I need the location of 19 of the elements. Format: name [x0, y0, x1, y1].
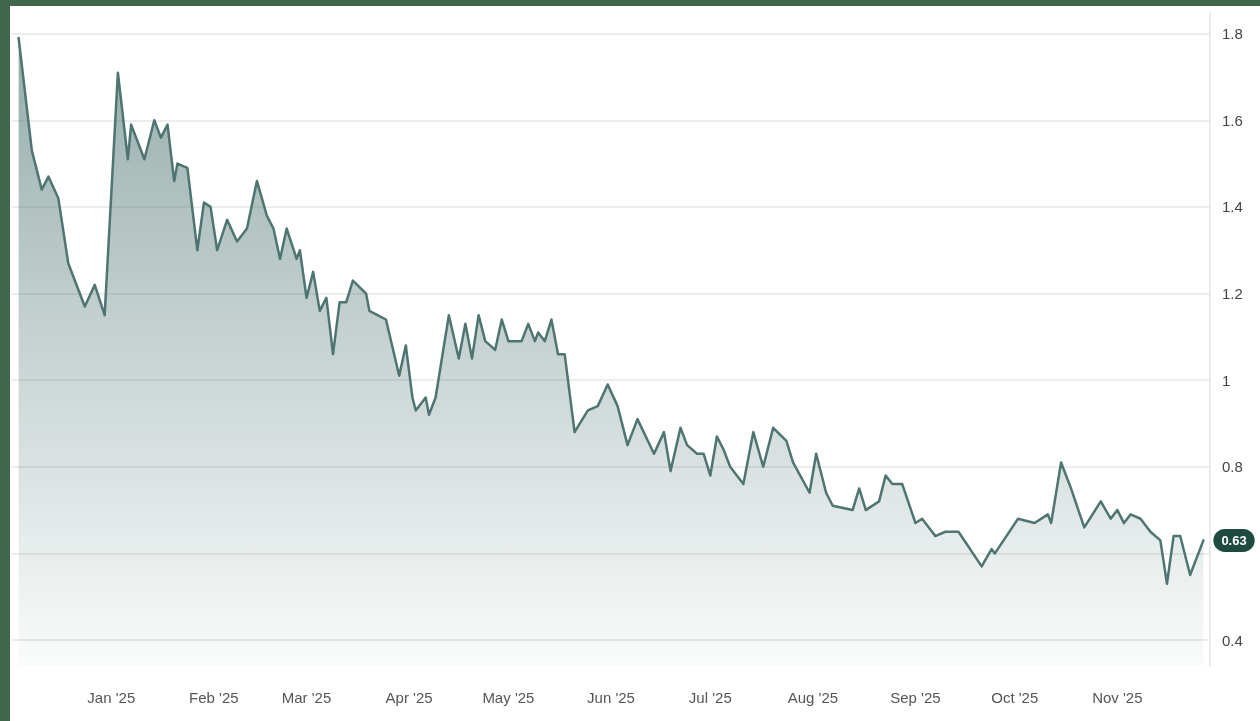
x-tick-label: Oct '25 — [991, 689, 1039, 706]
x-tick-label: May '25 — [482, 689, 535, 706]
y-tick-label: 0.8 — [1222, 458, 1243, 476]
x-tick-label: Nov '25 — [1092, 689, 1143, 706]
y-tick-label: 1.6 — [1222, 111, 1243, 129]
y-tick-label: 1.4 — [1222, 198, 1243, 216]
y-tick-label: 1.2 — [1222, 285, 1243, 303]
x-tick-label: Sep '25 — [890, 689, 941, 706]
x-tick-label: Aug '25 — [787, 689, 839, 706]
x-tick-label: Jan '25 — [87, 689, 136, 706]
x-tick-label: Jul '25 — [688, 689, 732, 706]
x-tick-label: Apr '25 — [385, 689, 433, 706]
x-tick-label: Jun '25 — [587, 689, 635, 706]
data-label: 0.63 — [1221, 532, 1247, 548]
y-tick-label: 1 — [1222, 371, 1231, 389]
x-tick-label: Mar '25 — [281, 689, 332, 706]
x-tick-label: Feb '25 — [189, 689, 239, 706]
y-tick-label: 1.8 — [1222, 25, 1243, 43]
y-tick-label: 0.4 — [1222, 631, 1243, 649]
